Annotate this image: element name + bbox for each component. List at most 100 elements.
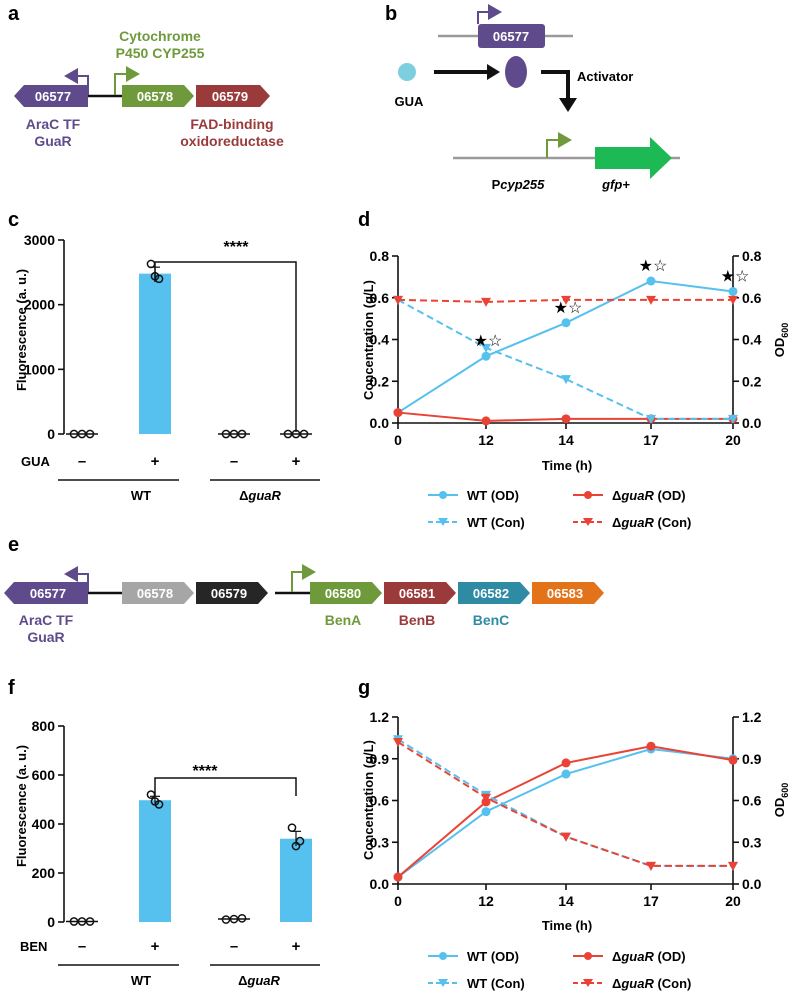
c-replicate-0-2 [85,429,95,439]
g-ytick-label-left-1: 0.3 [370,834,390,850]
g-legend-mut-con: ΔguaR (Con) [612,976,691,991]
d-ytick-label-left-4: 0.8 [370,248,390,264]
g-legend-wt-con-marker [438,979,448,987]
e-gene-06581 [384,582,456,604]
gene-arrow-06578 [122,85,194,107]
g-ytick-label-right-0: 0.0 [742,876,762,892]
gua-label: GUA [395,94,425,109]
panel-label-a: a [8,3,20,25]
g-ytick-label-left-0: 0.0 [370,876,390,892]
panel-label-f: f [8,677,15,699]
d-series-3-point-1 [481,297,491,307]
fad-label-line2: oxidoreductase [180,133,284,149]
d-xtick-label-3: 17 [643,432,659,448]
d-xtick-label-1: 12 [478,432,494,448]
d-series-0-point-1 [481,351,491,361]
g-legend-mut-con-marker [583,979,593,987]
d-legend-mut-con-marker [583,518,593,526]
e-gene-label-06582: 06582 [473,586,509,601]
e-promoter-left [64,566,89,592]
d-legend: WT (OD) ΔguaR (OD) WT (Con) ΔguaR (Con) [428,488,691,530]
d-series-2-point-4 [728,414,738,424]
g-legend: WT (OD) ΔguaR (OD) WT (Con) ΔguaR (Con) [428,949,691,991]
g-ylabel-right: OD600 [772,783,790,818]
d-ytick-label-right-4: 0.8 [742,248,762,264]
c-ytick-label-2: 2000 [24,297,55,313]
activator-protein [505,56,527,88]
activator-label: Activator [577,69,633,84]
panel-label-e: e [8,534,19,556]
g-ytick-label-left-4: 1.2 [370,709,390,725]
d-ytick-label-right-2: 0.4 [742,332,762,348]
f-treatment-1: + [151,938,160,955]
b-gene-06577 [478,24,545,48]
g-xtick-label-2: 14 [558,893,574,909]
f-replicate-2-2 [237,913,247,923]
e-gene-label-06578: 06578 [137,586,173,601]
c-replicate-2-2 [237,429,247,439]
d-ylabel-left: Concentration (g/L) [361,280,376,400]
d-xtick-label-0: 0 [394,432,402,448]
g-series-0-point-1 [481,807,491,817]
g-series-line-2 [397,738,733,867]
g-series-line-0 [397,747,734,878]
g-ytick-label-right-4: 1.2 [742,709,762,725]
g-ytick-label-left-2: 0.6 [370,793,390,809]
d-series-0-point-2 [561,318,571,328]
g-legend-mut-od-marker [584,952,592,960]
f-ytick-label-1: 200 [32,865,56,881]
g-xtick-label-0: 0 [394,893,402,909]
d-xlabel: Time (h) [542,458,592,473]
d-series-2-point-1 [481,343,491,353]
d-ylabel-right: OD600 [772,323,790,358]
gene-label-06578: 06578 [137,89,173,104]
g-series-0-point-2 [561,769,571,779]
e-gene-06577 [4,582,88,604]
gene-arrow-06577 [14,85,88,107]
d-series-3-point-3 [646,295,656,305]
panel-label-g: g [358,677,370,699]
e-gene-06579 [196,582,268,604]
d-legend-mut-con: ΔguaR (Con) [612,515,691,530]
d-xtick-label-2: 14 [558,432,574,448]
d-series-2-point-3 [646,414,656,424]
e-benA-label: BenA [325,612,362,628]
f-replicate-2-1 [229,914,239,924]
g-series-1-point-0 [393,872,403,882]
f-ytick-label-4: 800 [32,718,56,734]
f-replicate-0-0 [69,917,79,926]
f-treatment-0: – [78,938,86,955]
chart-panel-f: 0 200 400 600 800 – + – + [32,718,320,966]
g-ylabel-left: Concentration (g/L) [361,740,376,860]
g-legend-wt-od-marker [439,952,447,960]
g-series-3-point-4 [728,861,738,871]
e-benB-label: BenB [399,612,436,628]
g-ytick-label-right-1: 0.3 [742,834,762,850]
f-replicate-0-2 [85,917,95,926]
chart-panel-d: 0.0 0.0 0.2 0.2 0.4 0.4 0.6 0.6 0.8 0.8 0 12 14 17 20 ★… [370,248,762,448]
g-series-3-point-1 [481,793,491,803]
f-replicate-3-0 [287,823,297,833]
gene-label-06579: 06579 [212,89,248,104]
d-series-3-point-0 [393,295,403,305]
activation-arrow-head [559,98,577,112]
c-replicate-2-1 [229,429,239,439]
g-ytick-label-right-2: 0.6 [742,793,762,809]
f-treatment-2: – [230,938,238,955]
c-replicate-3-0 [283,429,293,439]
c-replicate-1-0 [146,259,156,269]
g-xtick-label-1: 12 [478,893,494,909]
d-series-1-point-2 [561,414,571,424]
f-row-label: BEN [20,939,47,954]
c-significance-bracket [154,261,297,432]
c-ytick-label-3: 3000 [24,232,55,248]
promoter-arrow-right [114,66,140,95]
c-ylabel: Fluorescence (a. u.) [14,269,29,391]
binding-arrow-head [487,64,500,80]
c-group-wt: WT [131,488,151,503]
c-significance: **** [224,239,250,256]
d-ytick-label-left-1: 0.2 [370,373,390,389]
f-treatment-3: + [292,938,301,955]
f-ytick-label-2: 400 [32,816,56,832]
